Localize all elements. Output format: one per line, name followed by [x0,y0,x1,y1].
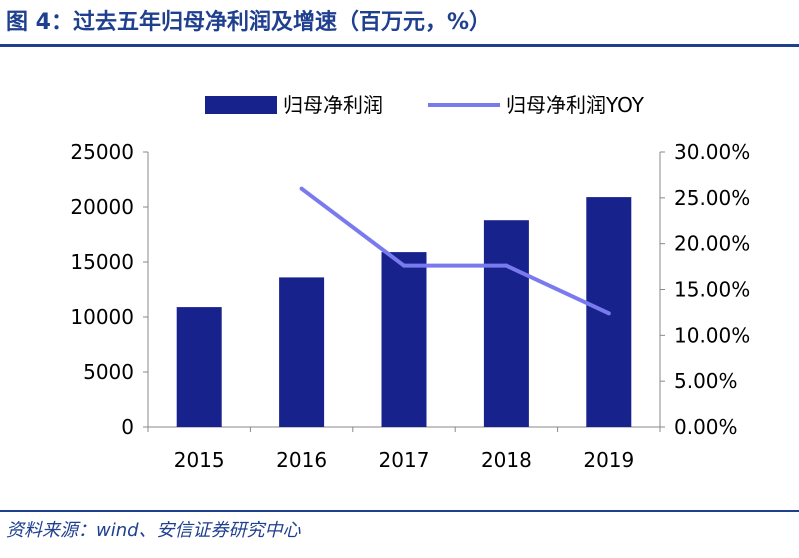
figure-title: 图 4：过去五年归母净利润及增速（百万元，%） [6,10,492,35]
legend-swatch-bar [205,96,277,114]
yoy-point-2016 [299,186,304,191]
yoy-point-2017 [402,263,406,268]
bar-2017 [381,252,427,427]
bar-series [176,197,632,427]
title-divider [0,44,799,47]
combo-chart: 归母净利润 归母净利润YOY 05000100001500020000250000… [70,93,750,472]
bar-2016 [279,277,325,427]
chart-axes: 0 5000 10000 15000 20000 25000 0.00% 5.00% 10.00… [70,140,750,472]
yoy-point-2019 [606,311,611,316]
x-tick-label: 2017 [379,448,430,472]
y-right-tick-label: 5.00% [674,369,738,393]
x-tick-label: 2015 [174,448,225,472]
x-tick-label: 2018 [481,448,532,472]
yoy-point-2018 [504,263,509,268]
y-left-tick-label: 15000 [70,250,134,274]
y-left-tick-label: 5000 [83,360,134,384]
y-right-tick-label: 0.00% [674,415,738,439]
y-left-tick-label: 25000 [70,140,134,164]
y-left-tick-label: 10000 [70,305,134,329]
legend-label-line: 归母净利润YOY [506,93,645,117]
y-right-tick-label: 10.00% [674,323,750,347]
x-tick-label: 2019 [583,448,634,472]
line-series [299,186,611,316]
y-right-tick-label: 30.00% [674,140,750,164]
source-note: 资料来源：wind、安信证券研究中心 [6,520,301,541]
bar-2018 [483,220,529,427]
y-right-tick-label: 20.00% [674,232,750,256]
y-left-tick-label: 20000 [70,195,134,219]
x-tick-label: 2016 [276,448,327,472]
footer-divider [0,510,799,512]
bar-2015 [176,307,222,427]
y-right-tick-label: 15.00% [674,278,750,302]
legend-label-bar: 归母净利润 [283,93,383,117]
yoy-line [300,187,610,316]
chart-legend: 归母净利润 归母净利润YOY [205,93,645,117]
y-right-tick-label: 25.00% [674,186,750,210]
y-left-tick-label: 0 [121,415,134,439]
